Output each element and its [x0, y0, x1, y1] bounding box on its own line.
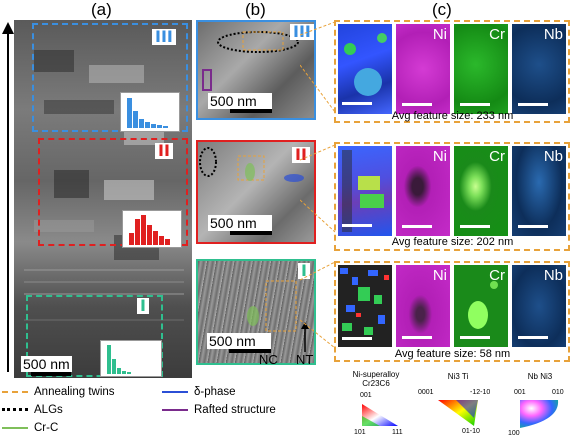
row-ii-maps [334, 142, 570, 251]
histogram-i [100, 340, 162, 377]
legend-swatch-cr-c [2, 426, 28, 429]
ipf-key-ni-title: Ni-superalloy Cr23C6 [352, 370, 400, 388]
ipf-key-ni: Ni-superalloy Cr23C6 001 101 111 [340, 370, 412, 440]
region-iii-label-b: III [290, 24, 314, 40]
ipf-key-ni3ti: Ni3 Ti 0001 -12-10 01-10 [418, 372, 498, 438]
nt-label: NT [296, 352, 314, 367]
nt-arrow [300, 322, 310, 352]
ipf-key-ni3ti-c1: -12-10 [470, 389, 491, 396]
zoom-connectors [300, 21, 336, 349]
ipf-map-i [338, 265, 392, 347]
nb-label-iii: Nb [543, 26, 563, 43]
scale-bar-b-iii: 500 nm [208, 93, 272, 113]
ni-map-iii: Ni [396, 24, 450, 114]
region-ii-label-a: II [155, 143, 173, 159]
ipf-key-nbni3: Nb Ni3 001 010 100 [508, 372, 572, 438]
ni-label-iii: Ni [432, 26, 447, 43]
ipf-key-nbni3-title: Nb Ni3 [527, 372, 553, 381]
scale-bar-a-label: 500 nm [21, 356, 72, 372]
region-iii-box [32, 23, 188, 132]
nb-label-ii: Nb [543, 148, 563, 165]
legend-label-delta-phase: δ-phase [194, 385, 236, 398]
ipf-key-nbni3-c1: 010 [552, 389, 564, 396]
cr-map-i: Cr [454, 265, 508, 347]
scale-bar-b-iii-label: 500 nm [208, 93, 272, 109]
scale-bar-a: 500 nm [21, 356, 72, 376]
histogram-iii [120, 92, 180, 132]
ipf-key-nbni3-c0: 001 [514, 389, 526, 396]
panel-label-c: (c) [432, 0, 452, 19]
cr-map-iii: Cr [454, 24, 508, 114]
cr-map-ii: Cr [454, 146, 508, 236]
legend-item-rafted: Rafted structure [162, 401, 276, 418]
nb-label-i: Nb [543, 267, 563, 284]
row-i-maps [334, 261, 570, 362]
legend-swatch-algs [2, 408, 28, 411]
row-iii-maps [334, 20, 570, 123]
nc-label: NC [259, 352, 278, 367]
panel-label-b: (b) [245, 0, 266, 19]
nb-map-iii: Nb [512, 24, 566, 114]
cr-label-i: Cr [489, 267, 505, 284]
ipf-key-ni3ti-c2: 01-10 [462, 428, 480, 435]
legend: Annealing twins ALGs Cr-C δ-phase Rafted… [2, 365, 332, 437]
panel-label-a: (a) [91, 0, 112, 19]
legend-label-algs: ALGs [34, 403, 63, 416]
region-ii-box [38, 138, 188, 246]
nb-map-i: Nb [512, 265, 566, 347]
scale-bar-b-ii-label: 500 nm [208, 215, 272, 231]
scale-bar-b-ii: 500 nm [208, 215, 272, 235]
caption-iii: Avg feature size: 233 nm [391, 110, 514, 122]
ipf-key-nbni3-c2: 100 [508, 430, 520, 437]
ni-map-i: Ni [396, 265, 450, 347]
region-i-label-b: I [298, 263, 310, 279]
region-ii-label-b: II [292, 147, 310, 163]
region-i-label-a: I [137, 298, 149, 314]
region-i-box [26, 295, 163, 377]
ni-label-i: Ni [432, 267, 447, 284]
ipf-key-ni3ti-c0: 0001 [418, 389, 434, 396]
ipf-map-ii [338, 146, 392, 236]
cr-label-iii: Cr [489, 26, 505, 43]
legend-item-algs: ALGs [2, 401, 63, 418]
legend-label-rafted: Rafted structure [194, 403, 276, 416]
legend-swatch-annealing-twins [2, 390, 28, 393]
build-direction-arrow [2, 22, 14, 372]
cr-label-ii: Cr [489, 148, 505, 165]
legend-item-delta-phase: δ-phase [162, 383, 236, 400]
histogram-ii [122, 210, 182, 248]
legend-item-annealing-twins: Annealing twins [2, 383, 115, 400]
ni-map-ii: Ni [396, 146, 450, 236]
legend-item-cr-c: Cr-C [2, 419, 58, 436]
caption-ii: Avg feature size: 202 nm [391, 236, 514, 248]
scale-bar-b-i-label: 500 nm [207, 333, 271, 349]
legend-label-cr-c: Cr-C [34, 421, 59, 434]
region-iii-label-a: III [152, 29, 176, 45]
nb-map-ii: Nb [512, 146, 566, 236]
ipf-key-ni-c2: 111 [392, 429, 403, 436]
ipf-key-ni3ti-title: Ni3 Ti [447, 372, 469, 381]
legend-swatch-delta-phase [162, 390, 188, 393]
caption-i: Avg feature size: 58 nm [394, 348, 511, 360]
ipf-key-ni-c0: 001 [360, 392, 372, 399]
ipf-map-iii [338, 24, 392, 114]
scale-bar-b-i: 500 nm [207, 333, 271, 353]
ipf-key-ni-c1: 101 [354, 429, 366, 436]
legend-swatch-rafted [162, 408, 188, 411]
legend-label-annealing-twins: Annealing twins [34, 385, 115, 398]
ni-label-ii: Ni [432, 148, 447, 165]
